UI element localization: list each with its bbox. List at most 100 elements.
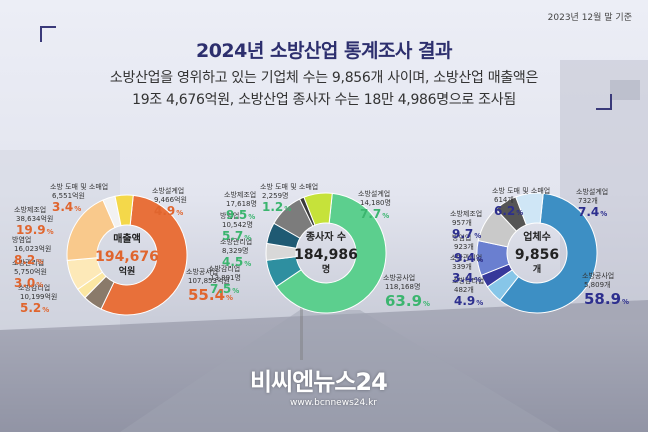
slice-percent-1-4: 9.5 <box>226 208 247 222</box>
percent-sign-1-0: % <box>423 300 430 308</box>
donut-slice-2-6 <box>515 192 544 226</box>
slice-percent-0-5: 3.4 <box>52 200 73 214</box>
slice-percent-2-3: 9.4 <box>454 251 475 265</box>
slice-percent-0-1: 5.2 <box>20 301 41 315</box>
subtitle-line-1: 소방산업을 영위하고 있는 기업체 수는 9,856개 사이며, 소방산업 매출… <box>109 70 539 86</box>
slice-percent-0-2: 3.0 <box>14 276 35 290</box>
slice-value-0-1: 10,199억원 <box>20 292 57 301</box>
watermark-url: www.bcnnews24.kr <box>290 398 377 408</box>
percent-sign-0-2: % <box>36 281 43 289</box>
slice-percent-1-0: 63.9 <box>385 292 422 310</box>
donut-slice-0-6 <box>114 194 134 227</box>
slice-percent-1-5: 1.2 <box>262 200 283 214</box>
slice-percent-0-4: 19.9 <box>16 223 46 237</box>
slice-label-0-4: 소방제조업 <box>14 205 46 214</box>
slice-value-1-6: 14,180명 <box>360 198 391 207</box>
slice-label-2-1: 소방감리업 <box>452 276 484 285</box>
slice-percent-0-0: 55.4 <box>188 286 225 304</box>
donut-slice-1-6 <box>303 192 333 226</box>
slice-value-0-5: 6,551억원 <box>52 191 85 200</box>
slice-label-2-5: 소방 도매 및 소매업 <box>492 186 550 195</box>
slice-percent-1-3: 5.7 <box>222 229 243 243</box>
slice-percent-1-2: 4.5 <box>222 255 243 269</box>
percent-sign-1-1: % <box>232 287 239 295</box>
corner-bracket-top-left <box>40 26 56 42</box>
slice-label-1-5: 소방 도매 및 소매업 <box>260 182 318 191</box>
center-title-0: 매출액 <box>113 232 141 245</box>
slice-value-2-3: 923개 <box>454 242 474 251</box>
percent-sign-1-4: % <box>248 213 255 221</box>
slice-value-1-1: 13,891명 <box>210 273 241 282</box>
slice-label-0-0: 소방공사업 <box>186 267 218 276</box>
slice-percent-2-1: 4.9 <box>454 294 475 308</box>
slice-value-0-3: 16,023억원 <box>14 244 51 253</box>
slice-percent-2-4: 9.7 <box>452 227 473 241</box>
center-unit-1: 명 <box>322 263 330 275</box>
center-unit-0: 억원 <box>119 265 136 277</box>
slice-value-1-2: 8,329명 <box>222 246 248 255</box>
slice-value-1-4: 17,618명 <box>226 199 257 208</box>
percent-sign-0-4: % <box>47 228 54 236</box>
watermark-logo: 비씨엔뉴스24 <box>250 368 388 396</box>
center-value-0: 194,676 <box>95 249 159 265</box>
percent-sign-2-0: % <box>622 298 629 306</box>
slice-value-2-4: 957개 <box>452 218 472 227</box>
slice-label-1-1: 소방감리업 <box>208 264 240 273</box>
center-value-1: 184,986 <box>294 247 358 263</box>
slice-label-0-3: 방염업 <box>12 235 31 244</box>
slice-label-1-6: 소방설계업 <box>358 189 390 198</box>
corner-bracket-bottom-right <box>596 94 612 110</box>
slice-label-1-4: 소방제조업 <box>224 190 256 199</box>
slice-percent-1-1: 7.5 <box>210 282 231 296</box>
slice-value-1-0: 118,168명 <box>385 282 420 291</box>
slice-value-2-2: 339개 <box>452 262 472 271</box>
center-title-2: 업체수 <box>523 230 551 243</box>
center-value-2: 9,856 <box>515 247 559 263</box>
percent-sign-2-2: % <box>474 276 481 284</box>
slice-label-0-6: 소방설계업 <box>152 186 184 195</box>
percent-sign-1-5: % <box>284 205 291 213</box>
donut-slice-2-0 <box>499 192 598 314</box>
slice-label-1-0: 소방공사업 <box>383 273 415 282</box>
slice-value-1-3: 10,542명 <box>222 220 253 229</box>
center-title-1: 종사자 수 <box>306 230 346 243</box>
slice-value-0-2: 5,750억원 <box>14 267 47 276</box>
slice-label-2-2: 소방관리업 <box>450 253 482 262</box>
slice-value-1-5: 2,259명 <box>262 191 288 200</box>
slice-label-0-1: 소방감리업 <box>18 283 50 292</box>
slice-value-2-1: 482개 <box>454 285 474 294</box>
slice-percent-1-6: 7.7 <box>360 207 381 221</box>
slice-percent-2-0: 58.9 <box>584 290 621 308</box>
slice-percent-2-5: 6.2 <box>494 204 515 218</box>
slice-label-1-3: 방염업 <box>220 211 239 220</box>
percent-sign-0-3: % <box>36 258 43 266</box>
percent-sign-1-2: % <box>244 260 251 268</box>
slice-percent-2-6: 7.4 <box>578 205 599 219</box>
slice-value-0-0: 107,853억원 <box>188 276 230 285</box>
percent-sign-2-5: % <box>516 209 523 217</box>
slice-label-2-6: 소방설계업 <box>576 187 608 196</box>
slice-label-0-2: 소방관리업 <box>12 258 44 267</box>
subtitle-line-2: 19조 4,676억원, 소방산업 종사자 수는 18만 4,986명으로 조사… <box>132 92 516 108</box>
slice-value-0-4: 38,634억원 <box>16 214 53 223</box>
percent-sign-1-3: % <box>244 234 251 242</box>
percent-sign-2-3: % <box>476 256 483 264</box>
percent-sign-0-0: % <box>226 294 233 302</box>
slice-percent-2-2: 3.4 <box>452 271 473 285</box>
donut-slice-1-0 <box>275 192 387 314</box>
slice-value-2-6: 732개 <box>578 196 598 205</box>
percent-sign-2-6: % <box>600 210 607 218</box>
percent-sign-1-6: % <box>382 212 389 220</box>
slice-label-2-0: 소방공사업 <box>582 271 614 280</box>
percent-sign-0-5: % <box>74 205 81 213</box>
page-title: 2024년 소방산업 통계조사 결과 <box>195 40 453 62</box>
slice-label-2-3: 방염업 <box>452 233 471 242</box>
slice-label-0-5: 소방 도매 및 소매업 <box>50 182 108 191</box>
slice-label-2-4: 소방제조업 <box>450 209 482 218</box>
slice-value-0-6: 9,466억원 <box>154 195 187 204</box>
slice-percent-0-3: 8.2 <box>14 253 35 267</box>
percent-sign-0-6: % <box>176 209 183 217</box>
